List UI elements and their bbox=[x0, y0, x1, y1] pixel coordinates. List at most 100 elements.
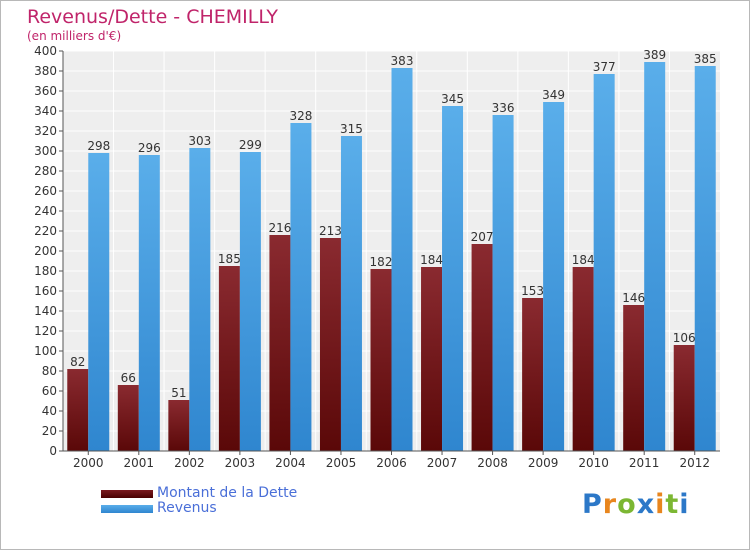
data-label-revenus: 377 bbox=[593, 60, 616, 74]
logo-letter: P bbox=[582, 489, 603, 520]
labels-layer: 82 298 66 296 51 303 185 299 216 328 213 315 182 383 1… bbox=[70, 48, 717, 400]
x-tick-label: 2012 bbox=[679, 456, 710, 470]
x-tick-label: 2010 bbox=[578, 456, 609, 470]
logo-letter: r bbox=[602, 489, 618, 520]
data-label-debt: 82 bbox=[70, 355, 85, 369]
y-tick-label: 260 bbox=[34, 184, 57, 198]
legend-label-debt: Montant de la Dette bbox=[157, 485, 298, 501]
bar-debt bbox=[168, 400, 190, 451]
bar-debt bbox=[572, 267, 594, 451]
legend-label-revenus: Revenus bbox=[157, 500, 217, 516]
bar-debt bbox=[370, 269, 392, 451]
data-label-revenus: 328 bbox=[289, 109, 312, 123]
data-label-revenus: 315 bbox=[340, 122, 363, 136]
bar-revenus bbox=[644, 62, 666, 451]
data-label-debt: 153 bbox=[521, 284, 544, 298]
bar-revenus bbox=[88, 153, 110, 451]
data-label-debt: 213 bbox=[319, 224, 342, 238]
x-tick-label: 2006 bbox=[376, 456, 407, 470]
y-tick-label: 220 bbox=[34, 224, 57, 238]
data-label-debt: 185 bbox=[218, 252, 241, 266]
data-label-revenus: 349 bbox=[542, 88, 565, 102]
data-label-revenus: 336 bbox=[492, 101, 515, 115]
logo-letter: x bbox=[636, 489, 656, 520]
y-tick-label: 60 bbox=[42, 384, 57, 398]
bar-revenus bbox=[543, 102, 565, 451]
bar-debt bbox=[522, 298, 544, 451]
data-label-debt: 106 bbox=[673, 331, 696, 345]
bar-revenus bbox=[138, 155, 160, 451]
data-label-debt: 146 bbox=[622, 291, 645, 305]
axis-layer: 0 20 40 60 80 100 120 140 160 180 200 220 240 260 280 3… bbox=[34, 44, 720, 470]
x-tick-label: 2008 bbox=[477, 456, 508, 470]
data-label-revenus: 383 bbox=[391, 54, 414, 68]
x-tick-label: 2004 bbox=[275, 456, 306, 470]
bar-revenus bbox=[492, 115, 514, 451]
bar-revenus bbox=[239, 152, 261, 451]
bar-debt bbox=[623, 305, 645, 451]
y-tick-label: 300 bbox=[34, 144, 57, 158]
y-tick-label: 0 bbox=[49, 444, 57, 458]
x-tick-label: 2007 bbox=[427, 456, 458, 470]
data-label-revenus: 345 bbox=[441, 92, 464, 106]
y-tick-label: 100 bbox=[34, 344, 57, 358]
y-tick-label: 20 bbox=[42, 424, 57, 438]
y-tick-label: 340 bbox=[34, 104, 57, 118]
x-tick-label: 2000 bbox=[73, 456, 104, 470]
y-tick-label: 80 bbox=[42, 364, 57, 378]
x-tick-label: 2005 bbox=[326, 456, 357, 470]
proxiti-logo: Proxiti bbox=[582, 489, 690, 520]
y-tick-label: 160 bbox=[34, 284, 57, 298]
bar-debt bbox=[673, 345, 695, 451]
data-label-revenus: 303 bbox=[188, 134, 211, 148]
bar-revenus bbox=[694, 66, 716, 451]
y-tick-label: 380 bbox=[34, 64, 57, 78]
x-tick-label: 2011 bbox=[629, 456, 660, 470]
y-tick-label: 120 bbox=[34, 324, 57, 338]
bar-revenus bbox=[189, 148, 211, 451]
data-label-debt: 184 bbox=[420, 253, 443, 267]
bar-revenus bbox=[340, 136, 362, 451]
bar-debt bbox=[218, 266, 240, 451]
y-tick-label: 40 bbox=[42, 404, 57, 418]
bar-revenus bbox=[290, 123, 312, 451]
y-tick-label: 360 bbox=[34, 84, 57, 98]
bar-debt bbox=[269, 235, 291, 451]
chart-title: Revenus/Dette - CHEMILLY bbox=[27, 6, 279, 28]
y-tick-label: 280 bbox=[34, 164, 57, 178]
bar-debt bbox=[67, 369, 89, 451]
x-tick-label: 2001 bbox=[124, 456, 155, 470]
data-label-debt: 51 bbox=[171, 386, 186, 400]
bar-debt bbox=[421, 267, 443, 451]
bar-revenus bbox=[391, 68, 413, 451]
logo-letter: o bbox=[617, 489, 637, 520]
y-tick-label: 180 bbox=[34, 264, 57, 278]
data-label-debt: 182 bbox=[370, 255, 393, 269]
y-tick-label: 240 bbox=[34, 204, 57, 218]
data-label-debt: 184 bbox=[572, 253, 595, 267]
y-tick-label: 200 bbox=[34, 244, 57, 258]
data-label-revenus: 299 bbox=[239, 138, 262, 152]
data-label-debt: 216 bbox=[268, 221, 291, 235]
data-label-revenus: 385 bbox=[694, 52, 717, 66]
bar-debt bbox=[319, 238, 341, 451]
x-tick-label: 2002 bbox=[174, 456, 205, 470]
logo-letter: t bbox=[665, 489, 680, 520]
bar-debt bbox=[471, 244, 493, 451]
bar-revenus bbox=[442, 106, 464, 451]
data-label-debt: 207 bbox=[471, 230, 494, 244]
y-tick-label: 400 bbox=[34, 44, 57, 58]
chart-subtitle: (en milliers d'€) bbox=[27, 29, 122, 43]
legend-swatch-revenus bbox=[101, 505, 153, 513]
x-tick-label: 2003 bbox=[225, 456, 256, 470]
y-tick-label: 140 bbox=[34, 304, 57, 318]
legend-swatch-debt bbox=[101, 490, 153, 498]
data-label-revenus: 389 bbox=[643, 48, 666, 62]
data-label-revenus: 298 bbox=[87, 139, 110, 153]
bar-revenus bbox=[593, 74, 615, 451]
data-label-debt: 66 bbox=[121, 371, 136, 385]
data-label-revenus: 296 bbox=[138, 141, 161, 155]
x-tick-label: 2009 bbox=[528, 456, 559, 470]
